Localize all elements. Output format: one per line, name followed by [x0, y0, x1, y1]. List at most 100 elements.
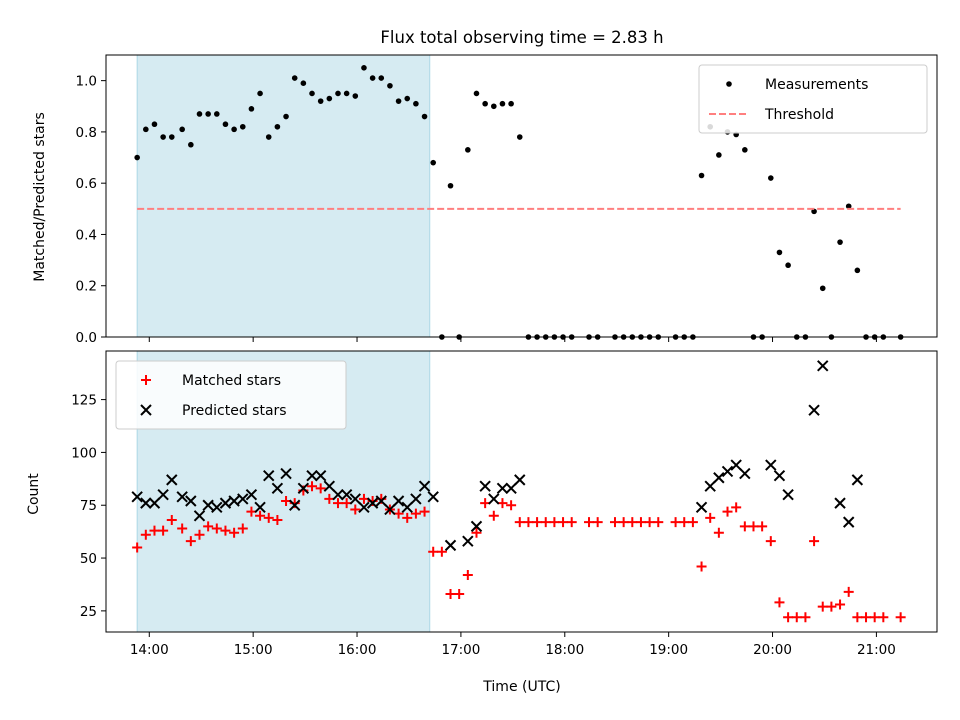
- data-point: [332, 498, 343, 509]
- data-point: [228, 495, 240, 507]
- data-point: [696, 561, 707, 572]
- data-point: [695, 501, 708, 514]
- data-point: [306, 469, 318, 482]
- data-point: [179, 126, 185, 133]
- bottom-y-axis-label: Count: [26, 473, 42, 515]
- data-point: [491, 103, 497, 110]
- data-point: [148, 497, 161, 509]
- legend: Matched stars Predicted stars: [115, 360, 347, 430]
- data-point: [427, 491, 439, 503]
- y-tick-label: 1.0: [76, 74, 97, 90]
- data-point: [566, 517, 577, 528]
- data-point: [482, 100, 488, 107]
- data-point: [785, 262, 791, 269]
- data-point: [378, 75, 385, 81]
- data-point: [592, 517, 603, 528]
- data-point: [540, 517, 551, 528]
- data-point: [558, 517, 569, 528]
- data-point: [288, 499, 301, 511]
- data-point: [730, 459, 742, 471]
- data-point: [177, 523, 188, 534]
- top-y-axis-label: Matched/Predicted stars: [32, 112, 48, 282]
- data-point: [387, 82, 393, 89]
- data-point: [834, 497, 846, 509]
- data-point: [369, 75, 376, 81]
- data-point: [532, 517, 543, 528]
- data-point: [395, 98, 402, 104]
- data-point: [196, 111, 203, 117]
- data-point: [835, 599, 846, 610]
- legend-label: Threshold: [764, 107, 834, 123]
- data-point: [237, 493, 249, 505]
- data-point: [332, 488, 344, 501]
- data-point: [496, 482, 509, 495]
- x-tick-label: 20:00: [753, 642, 792, 658]
- data-point: [352, 93, 359, 99]
- y-tick-label: 0.8: [76, 125, 97, 141]
- data-point: [488, 493, 500, 505]
- data-point: [421, 113, 428, 120]
- data-point: [843, 586, 854, 597]
- legend-box: [698, 64, 928, 134]
- data-point: [188, 141, 194, 148]
- data-point: [205, 111, 211, 117]
- data-point: [274, 123, 281, 130]
- data-point: [185, 536, 196, 547]
- data-point: [151, 121, 158, 128]
- data-point: [131, 491, 143, 503]
- legend-marker: [726, 81, 732, 87]
- data-point: [811, 208, 817, 215]
- data-point: [291, 75, 298, 81]
- data-point: [800, 612, 811, 623]
- data-point: [317, 98, 324, 104]
- data-point: [765, 459, 777, 471]
- data-point: [185, 495, 197, 507]
- data-point: [280, 467, 292, 480]
- data-point: [419, 506, 430, 517]
- data-point: [254, 501, 266, 514]
- data-point: [300, 80, 307, 86]
- data-point: [350, 504, 361, 515]
- legend-label: Measurements: [765, 77, 868, 93]
- chart-title: Flux total observing time = 2.83 h: [380, 28, 663, 47]
- y-tick-label: 0.4: [76, 227, 97, 243]
- data-point: [358, 501, 370, 514]
- data-point: [401, 501, 413, 514]
- data-point: [220, 525, 231, 536]
- data-point: [454, 588, 465, 599]
- data-point: [315, 483, 326, 494]
- data-point: [653, 517, 664, 528]
- y-tick-label: 25: [80, 604, 97, 620]
- data-point: [465, 147, 471, 153]
- data-point: [248, 106, 255, 112]
- data-point: [410, 508, 421, 519]
- data-point: [343, 90, 350, 97]
- data-point: [861, 612, 872, 623]
- y-tick-label: 0.0: [76, 330, 97, 346]
- data-point: [817, 360, 829, 372]
- data-point: [869, 612, 880, 623]
- x-axis-label: Time (UTC): [482, 679, 560, 695]
- data-point: [231, 126, 237, 133]
- data-point: [514, 517, 525, 528]
- data-point: [698, 172, 705, 179]
- data-point: [392, 495, 405, 507]
- data-point: [713, 472, 725, 484]
- data-point: [479, 480, 491, 492]
- bottom-axes: 25 50 75 100 125 14:00 15:00 16:00 17:00 18:00 19:…: [71, 350, 938, 658]
- data-point: [514, 474, 526, 486]
- data-point: [609, 517, 620, 528]
- data-point: [878, 612, 889, 623]
- data-point: [817, 601, 828, 612]
- axes-frame: [105, 350, 938, 633]
- data-point: [402, 512, 413, 523]
- data-point: [782, 488, 794, 501]
- data-point: [219, 497, 232, 509]
- data-point: [748, 521, 759, 532]
- data-point: [584, 517, 595, 528]
- x-tick-label: 18:00: [545, 642, 584, 658]
- data-point: [326, 95, 333, 102]
- data-point: [272, 515, 283, 526]
- data-point: [670, 517, 681, 528]
- series-measurements: [134, 65, 904, 340]
